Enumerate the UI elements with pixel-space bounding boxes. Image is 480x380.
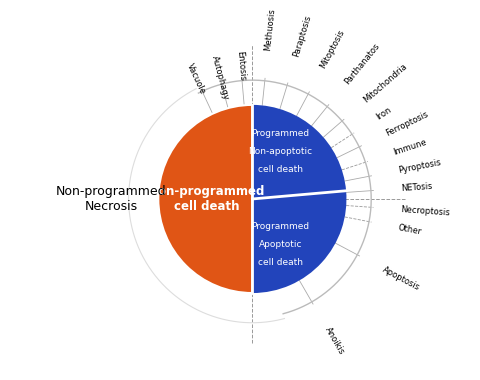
Text: Paraptosis: Paraptosis bbox=[291, 14, 313, 58]
Text: Mitoptosis: Mitoptosis bbox=[318, 28, 346, 70]
Text: Immune: Immune bbox=[392, 138, 428, 157]
Text: Non-programmed
Necrosis: Non-programmed Necrosis bbox=[56, 185, 167, 213]
Text: Iron: Iron bbox=[374, 105, 393, 122]
Text: Apoptosis: Apoptosis bbox=[382, 265, 422, 292]
Text: Parthanatos: Parthanatos bbox=[342, 41, 381, 86]
Text: Necroptosis: Necroptosis bbox=[400, 205, 450, 217]
Wedge shape bbox=[158, 105, 252, 293]
Text: Entosis: Entosis bbox=[235, 51, 247, 81]
Text: Programmed

Apoptotic

cell death: Programmed Apoptotic cell death bbox=[252, 222, 310, 267]
Text: Non-programmed
cell death: Non-programmed cell death bbox=[149, 185, 265, 213]
Text: Autophagy: Autophagy bbox=[210, 54, 230, 101]
Text: Vacuole: Vacuole bbox=[186, 62, 208, 96]
Text: Anoikis: Anoikis bbox=[323, 325, 346, 356]
Text: NETosis: NETosis bbox=[400, 182, 432, 193]
Text: Ferroptosis: Ferroptosis bbox=[384, 109, 430, 138]
Text: Programmed

Non-apoptotic

cell death: Programmed Non-apoptotic cell death bbox=[249, 130, 312, 174]
Text: Mitochondria: Mitochondria bbox=[361, 62, 409, 105]
Text: Methuosis: Methuosis bbox=[264, 8, 277, 52]
Text: Pyroptosis: Pyroptosis bbox=[397, 158, 442, 175]
Wedge shape bbox=[252, 105, 346, 199]
Text: Other: Other bbox=[397, 223, 422, 236]
Wedge shape bbox=[252, 191, 347, 293]
